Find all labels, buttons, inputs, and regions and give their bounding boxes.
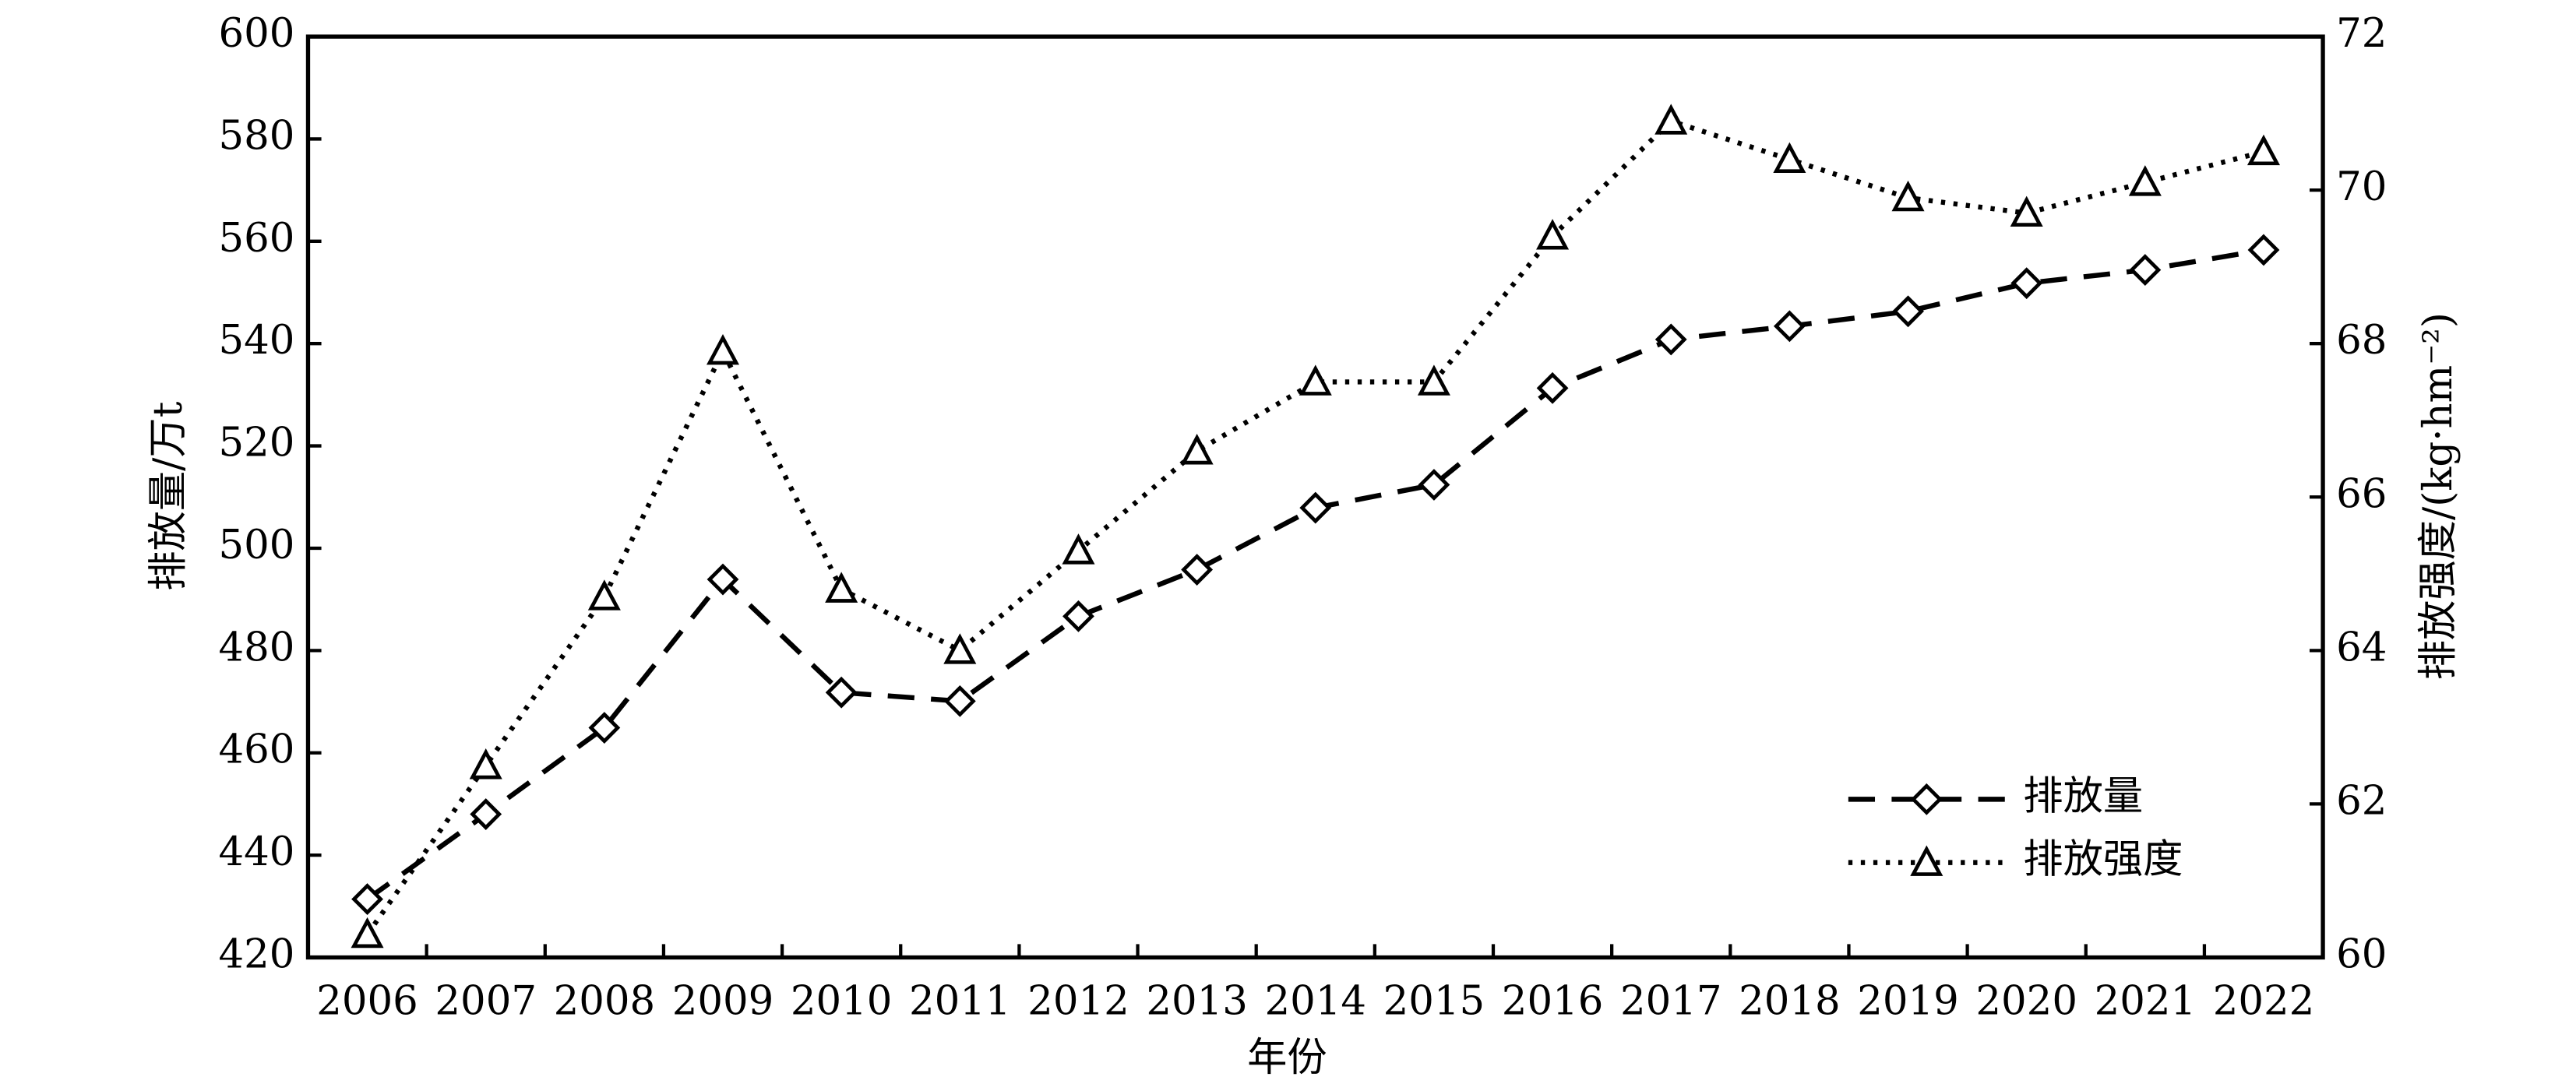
triangle-marker bbox=[1891, 180, 1925, 212]
x-tick-label: 2008 bbox=[554, 977, 656, 1024]
y-tick-label: 540 bbox=[218, 317, 294, 364]
diamond-marker bbox=[1536, 371, 1569, 404]
x-tick-label: 2022 bbox=[2213, 977, 2315, 1024]
x-tick-label: 2017 bbox=[1620, 977, 1722, 1024]
x-tick-label: 2013 bbox=[1146, 977, 1248, 1024]
y2-tick-label: 60 bbox=[2336, 931, 2387, 977]
y-tick-label: 420 bbox=[218, 931, 294, 977]
x-tick-label: 2020 bbox=[1975, 977, 2077, 1024]
triangle-marker bbox=[1536, 219, 1570, 250]
x-tick-label: 2011 bbox=[909, 977, 1011, 1024]
y-tick-label: 480 bbox=[218, 624, 294, 670]
x-tick-label: 2018 bbox=[1739, 977, 1841, 1024]
x-tick-label: 2012 bbox=[1027, 977, 1129, 1024]
diamond-marker bbox=[1910, 783, 1943, 815]
diamond-marker bbox=[2247, 234, 2280, 266]
diamond-marker bbox=[707, 563, 739, 596]
y2-tick-label: 62 bbox=[2336, 777, 2387, 824]
y-tick-label: 600 bbox=[218, 10, 294, 57]
triangle-marker bbox=[1417, 364, 1450, 396]
diamond-marker bbox=[2010, 267, 2043, 300]
y2-tick-label: 66 bbox=[2336, 470, 2387, 517]
y2-axis-label: 排放强度/(kg·hm⁻²) bbox=[2415, 312, 2461, 680]
y-axis-label: 排放量/万t bbox=[145, 401, 192, 591]
y2-tick-label: 64 bbox=[2336, 624, 2387, 670]
triangle-marker bbox=[351, 917, 384, 948]
triangle-marker bbox=[1299, 364, 1332, 396]
diamond-marker bbox=[1181, 554, 1214, 586]
diamond-marker bbox=[351, 883, 383, 916]
diamond-marker bbox=[1773, 310, 1806, 343]
y-tick-label: 440 bbox=[218, 829, 294, 875]
diamond-marker bbox=[1418, 469, 1450, 501]
y-tick-label: 520 bbox=[218, 420, 294, 466]
x-tick-label: 2010 bbox=[791, 977, 893, 1024]
x-tick-label: 2019 bbox=[1857, 977, 1959, 1024]
diamond-marker bbox=[470, 798, 502, 830]
x-tick-label: 2007 bbox=[435, 977, 537, 1024]
x-tick-label: 2015 bbox=[1383, 977, 1485, 1024]
x-tick-label: 2016 bbox=[1502, 977, 1604, 1024]
diamond-marker bbox=[2129, 254, 2162, 287]
x-tick-label: 2006 bbox=[316, 977, 418, 1024]
triangle-marker bbox=[2128, 165, 2162, 196]
diamond-marker bbox=[943, 685, 976, 717]
triangle-marker bbox=[1654, 104, 1688, 135]
triangle-marker bbox=[2010, 195, 2043, 227]
x-tick-label: 2021 bbox=[2095, 977, 2197, 1024]
diamond-marker bbox=[1892, 295, 1924, 328]
y-tick-label: 580 bbox=[218, 112, 294, 159]
triangle-marker bbox=[1773, 142, 1806, 174]
diamond-marker bbox=[1654, 323, 1687, 356]
triangle-marker bbox=[1062, 533, 1095, 565]
triangle-marker bbox=[469, 748, 502, 780]
y2-tick-label: 72 bbox=[2336, 10, 2387, 57]
triangle-marker bbox=[706, 333, 740, 365]
x-tick-label: 2009 bbox=[672, 977, 774, 1024]
diamond-marker bbox=[1299, 491, 1332, 524]
y-tick-label: 460 bbox=[218, 727, 294, 773]
x-tick-label: 2014 bbox=[1265, 977, 1367, 1024]
legend-label: 排放量 bbox=[2023, 773, 2143, 819]
triangle-marker bbox=[587, 579, 621, 611]
x-axis-label: 年份 bbox=[1247, 1034, 1327, 1081]
y2-tick-label: 68 bbox=[2336, 317, 2387, 364]
diamond-marker bbox=[825, 676, 858, 709]
triangle-marker bbox=[943, 633, 977, 664]
triangle-marker bbox=[2247, 134, 2281, 166]
triangle-marker bbox=[1910, 845, 1943, 876]
diamond-marker bbox=[1062, 600, 1094, 632]
y-tick-label: 500 bbox=[218, 522, 294, 568]
series-line bbox=[365, 118, 2264, 936]
diamond-marker bbox=[588, 712, 621, 744]
triangle-marker bbox=[1180, 434, 1214, 465]
y2-tick-label: 70 bbox=[2336, 164, 2387, 210]
legend-label: 排放强度 bbox=[2023, 836, 2183, 883]
triangle-marker bbox=[825, 572, 858, 603]
y-tick-label: 560 bbox=[218, 215, 294, 262]
